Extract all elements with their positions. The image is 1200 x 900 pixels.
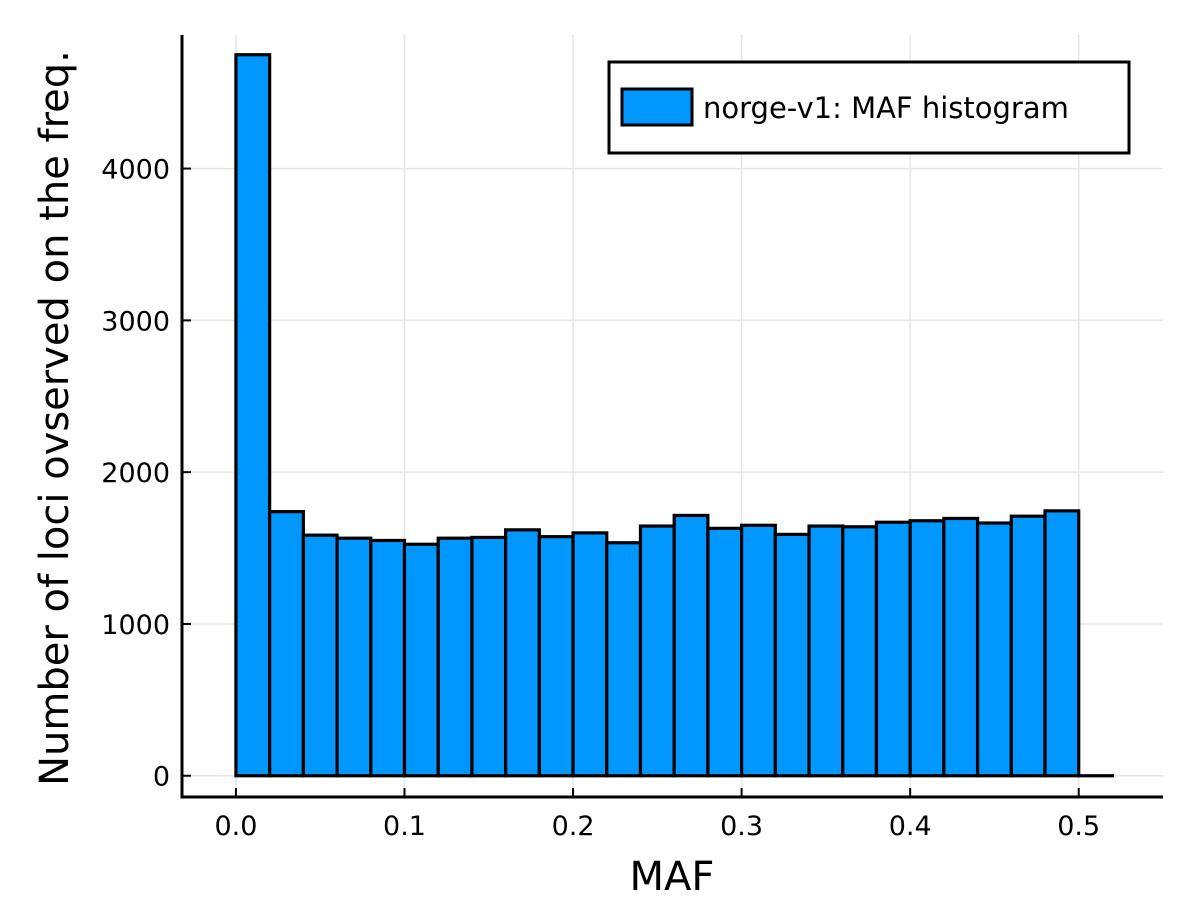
y-tick-label: 2000 [101, 458, 170, 489]
histogram-bar [908, 519, 946, 778]
histogram-bar [706, 526, 744, 778]
x-ticks: 0.0 0.1 0.2 0.3 0.4 0.5 [214, 788, 1100, 842]
x-axis-title: MAF [630, 854, 715, 900]
histogram-bar [740, 523, 777, 778]
histogram-bar [504, 528, 541, 778]
histogram-bar [335, 536, 373, 778]
x-tick-label: 0.1 [383, 811, 426, 842]
legend-label: norge-v1: MAF histogram [703, 91, 1069, 125]
x-tick-label: 0.2 [552, 811, 595, 842]
histogram-bar [807, 524, 845, 778]
histogram-bar [268, 510, 305, 778]
histogram-bar [942, 516, 980, 778]
y-tick-label: 3000 [101, 306, 170, 337]
axes [180, 35, 1163, 799]
legend-swatch [620, 87, 694, 127]
histogram-bar [1009, 514, 1047, 778]
histogram-bar [571, 531, 609, 778]
x-tick-label: 0.4 [889, 811, 932, 842]
histogram-bar [672, 513, 710, 778]
histogram-bar [638, 524, 676, 778]
histogram-bar [470, 535, 508, 778]
histogram-bar [975, 521, 1013, 778]
x-tick-label: 0.5 [1057, 811, 1100, 842]
histogram-bars [234, 53, 1115, 778]
histogram-bar [605, 541, 643, 778]
y-tick-label: 1000 [101, 610, 170, 641]
histogram-bar [402, 542, 440, 778]
histogram-bar [874, 520, 912, 778]
x-tick-label: 0.0 [214, 811, 257, 842]
histogram-bar [369, 538, 407, 778]
legend: norge-v1: MAF histogram [607, 60, 1131, 155]
y-axis-title: Number of loci ovserved on the freq. [32, 50, 78, 786]
y-tick-label: 4000 [101, 155, 170, 186]
x-tick-label: 0.3 [720, 811, 763, 842]
y-tick-label: 0 [153, 762, 170, 793]
legend-box [607, 60, 1131, 155]
histogram-bar [436, 536, 474, 778]
y-ticks: 0 1000 2000 3000 4000 [101, 155, 191, 793]
histogram-bar [773, 532, 811, 778]
histogram-bar [301, 533, 339, 778]
histogram-bar [537, 535, 575, 778]
histogram-bar [1043, 509, 1081, 778]
histogram-bar [234, 53, 272, 778]
histogram-bar [841, 525, 879, 778]
